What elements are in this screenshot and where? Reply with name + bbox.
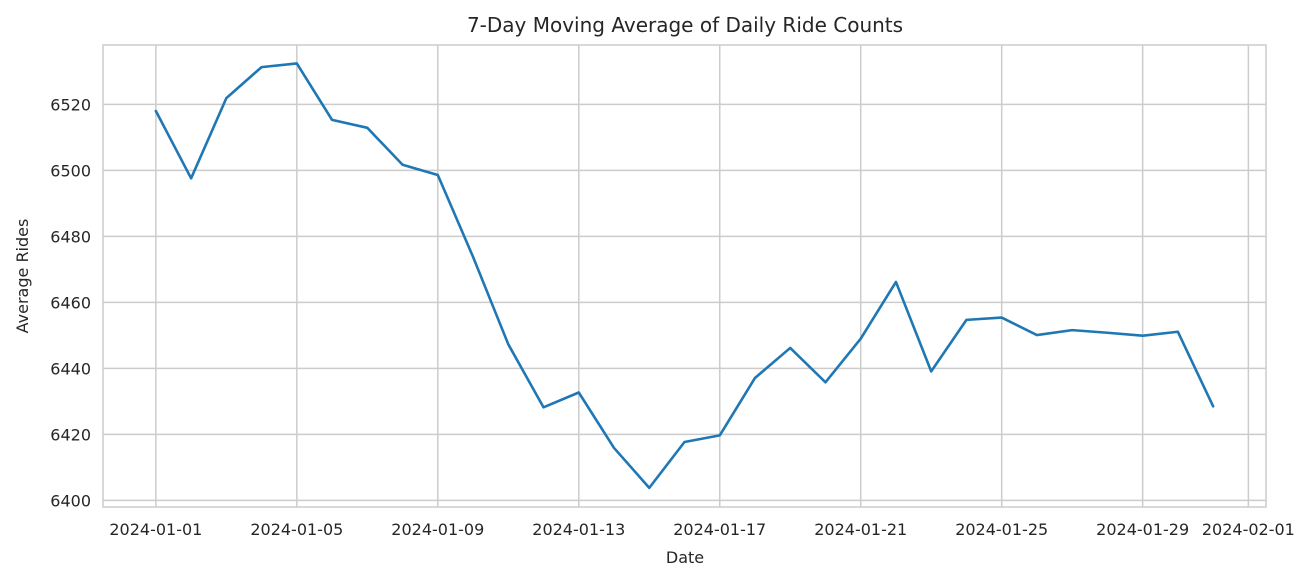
y-tick-labels: 6400 6420 6440 6460 6480 6500 6520 [50, 95, 91, 510]
x-axis-label: Date [666, 548, 704, 567]
x-tick-label: 2024-01-17 [673, 520, 766, 539]
y-tick-label: 6440 [50, 359, 91, 378]
x-tick-label: 2024-01-29 [1096, 520, 1189, 539]
y-tick-label: 6420 [50, 425, 91, 444]
x-tick-label: 2024-01-21 [814, 520, 907, 539]
y-tick-label: 6500 [50, 161, 91, 180]
chart-title: 7-Day Moving Average of Daily Ride Count… [467, 13, 903, 37]
plot-frame [102, 44, 1267, 508]
x-tick-label: 2024-02-01 [1202, 520, 1295, 539]
y-tick-label: 6460 [50, 293, 91, 312]
x-tick-label: 2024-01-05 [250, 520, 343, 539]
x-gridlines [155, 45, 1250, 507]
series-line [154, 62, 1215, 490]
x-tick-label: 2024-01-09 [391, 520, 484, 539]
x-tick-label: 2024-01-25 [955, 520, 1048, 539]
x-tick-label: 2024-01-01 [109, 520, 202, 539]
y-tick-label: 6400 [50, 491, 91, 510]
y-tick-label: 6480 [50, 227, 91, 246]
x-tick-label: 2024-01-13 [532, 520, 625, 539]
y-tick-label: 6520 [50, 95, 91, 114]
x-tick-labels: 2024-01-01 2024-01-05 2024-01-09 2024-01-13… [109, 520, 1294, 539]
y-axis-label: Average Rides [13, 219, 32, 334]
